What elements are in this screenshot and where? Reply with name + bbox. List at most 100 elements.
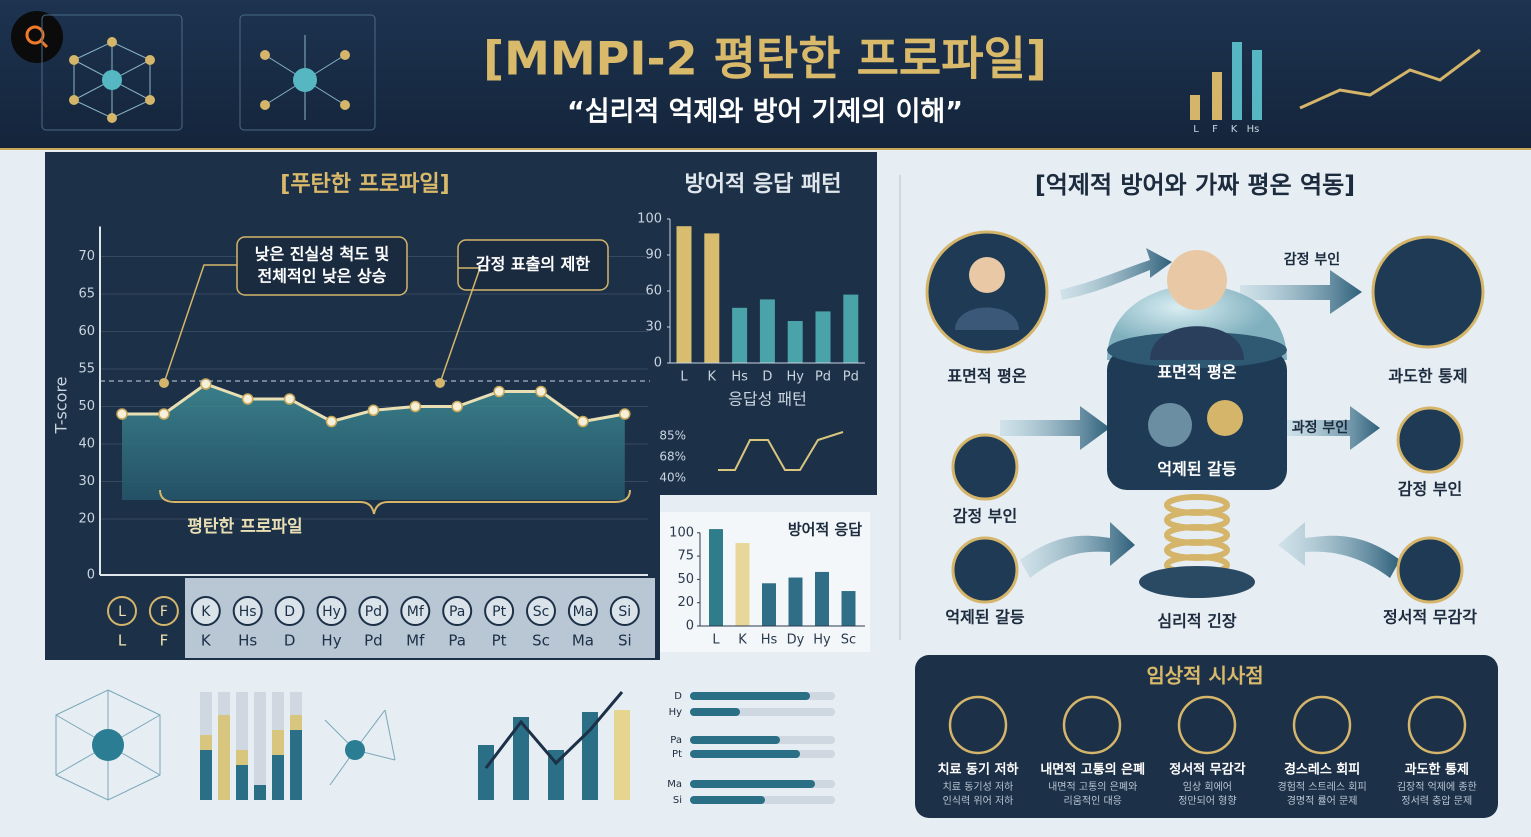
point [158,408,170,420]
bar [676,226,692,363]
mini-wave [718,431,844,471]
x-tick-label: Hy [321,632,341,650]
clinical-item-title: 과도한 통제 [1405,762,1469,778]
y-tick-label: 20 [78,512,95,527]
clinical-item-text: 정서력 충압 문제 [1401,794,1472,807]
bar [762,583,776,626]
x-tick-label: Si [618,632,632,650]
y-tick-label: 50 [78,399,95,414]
scale-badge [358,596,389,626]
point [493,385,505,398]
clinical-item-text: 인식력 위어 저하 [943,794,1014,807]
point [283,393,296,405]
y-tick-label: 90 [645,248,662,263]
search-button[interactable] [11,11,63,63]
x-tick-label: Pa [448,632,466,650]
y-tick-label: 30 [645,320,662,335]
bar [841,591,856,626]
annotation-text: 전체적인 낮은 상승 [258,267,387,286]
page-subtitle: “심리적 억제와 방어 기제의 이해” [567,97,963,128]
y-tick-label: 50 [677,572,694,587]
x-tick-label: Pd [364,632,383,650]
x-tick-label: L [680,370,688,385]
x-tick-label: Sc [532,632,550,650]
scale-badge [107,596,137,626]
bar [735,543,750,626]
mini-label: 40% [659,471,686,485]
diagram-title: [억제적 방어와 가짜 평온 역동] [1035,171,1355,199]
x-tick-label: Sc [841,633,856,648]
scale-badge-label: Pt [492,604,506,620]
x-tick-label: L [118,632,127,650]
diagram-node-label: 과정 부인 [1292,419,1348,436]
bar-list-label: Pa [670,735,682,746]
diagram-node-label: 표면적 평온 [947,367,1026,386]
y-tick-label: 20 [677,595,694,610]
scale-badge [442,596,473,626]
small-chart-panel [660,512,870,652]
y-tick-label: 0 [654,356,662,371]
brace-label: 평탄한 프로파일 [187,517,302,537]
diagram-node-label: 감정 부인 [1284,251,1340,268]
mini-axis-label: Hs [1247,124,1260,135]
clinical-item-text: 내면적 고통의 은폐와 [1048,781,1137,793]
point [577,415,589,428]
clinical-item-text: 리움적인 대응 [1064,795,1122,807]
y-tick-label: 100 [637,212,662,227]
scale-badge-label: Pa [449,604,465,620]
bar [815,571,829,626]
scale-badge-label: Mf [407,604,425,620]
brace [159,489,631,515]
scale-badge [567,596,598,626]
x-tick-label: K [201,632,212,650]
diagram-node-label: 심리적 긴장 [1157,612,1236,631]
annotation-box [457,239,609,291]
scale-badge-label: K [201,604,211,620]
y-tick-label: 40 [78,437,95,452]
clinical-item-text: 임상 회에어 [1183,780,1232,793]
bar [704,233,720,363]
x-tick-label: D [284,632,296,650]
bar [759,299,775,363]
clinical-item-title: 경스레스 회피 [1284,762,1360,778]
mini-axis-label: F [1212,124,1218,135]
x-tick-label: Mf [406,632,425,650]
scale-badge-label: Pd [365,604,382,620]
diagram-node-label: 감정 부인 [953,507,1017,526]
x-tick-label: D [762,370,772,385]
person-icon [955,307,1019,330]
annotation-box [236,236,408,296]
x-tick-label: Hy [813,633,831,648]
chart-title: 방어적 응답 [788,521,862,539]
page-title: [MMPI-2 평탄한 프로파일] [483,32,1047,86]
point [116,408,128,420]
y-tick-label: 30 [78,474,95,489]
clinical-panel [915,655,1498,818]
mini-label: 85% [659,429,686,443]
bar [787,321,803,363]
x-axis-title: 응답성 패턴 [728,390,807,409]
diagram-node-label: 억제된 갈등 [1157,460,1236,479]
scale-badge-label: Sc [533,604,550,620]
bar [732,307,748,363]
y-tick-label: 70 [78,249,95,264]
y-tick-label: 75 [677,549,694,564]
x-tick-label: L [712,633,720,648]
x-tick-label: Dy [787,633,805,648]
area [122,384,625,500]
diagram-node-label: 표면적 평온 [1157,363,1236,382]
y-tick-label: 100 [669,525,694,540]
point [241,393,254,405]
scale-badge-label: D [284,604,295,620]
header-bars [1190,42,1262,120]
diagram-node-label: 감정 부인 [1398,480,1462,499]
bar-list-label: Pt [672,749,682,760]
x-tick-label: Pd [843,370,859,385]
clinical-item-title: 정서적 무감각 [1169,762,1245,778]
mini-axis-label: L [1193,124,1199,135]
bar-list-label: Ma [667,779,682,790]
scale-badge [316,596,347,626]
y-tick-label: 0 [686,619,694,634]
annotation-text: 감정 표출의 제한 [476,255,590,274]
